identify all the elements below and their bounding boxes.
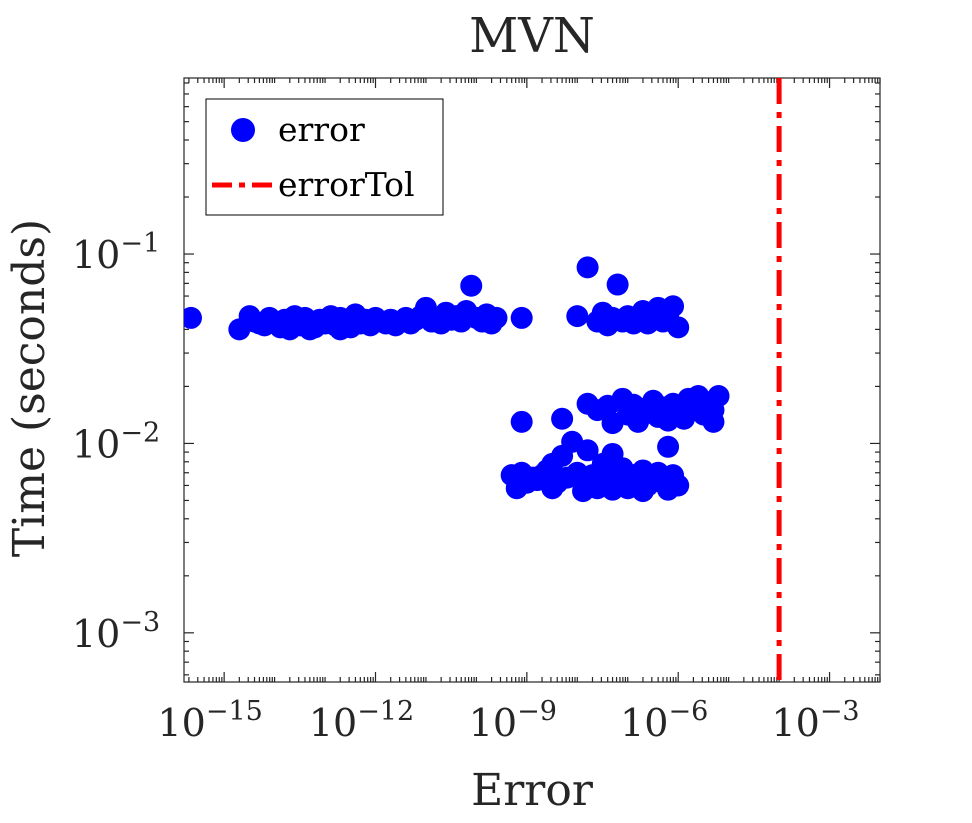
data-point	[702, 399, 725, 422]
y-tick-label: 10−1	[72, 228, 160, 277]
data-point	[657, 435, 680, 458]
x-tick-label: 10−6	[620, 696, 708, 745]
x-tick-labels: 10−15 10−12 10−9 10−6 10−3	[157, 696, 859, 745]
error-series	[184, 256, 730, 503]
data-point	[329, 318, 352, 341]
data-point	[601, 478, 624, 501]
data-point	[460, 274, 483, 297]
legend-label-error: error	[278, 110, 365, 149]
x-tick-label: 10−3	[771, 696, 859, 745]
data-point	[184, 306, 202, 329]
x-tick-label: 10−9	[469, 696, 557, 745]
data-point	[572, 480, 595, 503]
data-point	[631, 480, 654, 503]
data-point	[576, 439, 599, 462]
data-point	[657, 478, 680, 501]
data-point	[298, 318, 321, 341]
data-point	[510, 410, 533, 433]
data-point	[576, 256, 599, 279]
y-axis-label: Time (seconds)	[4, 219, 55, 557]
legend-marker-error	[231, 118, 255, 142]
legend-label-errortol: errorTol	[278, 165, 415, 204]
chart-title: MVN	[469, 8, 595, 64]
legend: error errorTol	[205, 98, 444, 216]
data-point	[606, 273, 629, 296]
x-tick-label: 10−12	[309, 696, 414, 745]
data-point	[662, 295, 685, 318]
data-point	[510, 306, 533, 329]
x-tick-label: 10−15	[157, 696, 262, 745]
y-tick-label: 10−2	[72, 417, 160, 466]
data-point	[551, 407, 574, 430]
data-point	[278, 318, 301, 341]
data-point	[667, 316, 690, 339]
axis-ticks	[184, 78, 881, 682]
data-point	[541, 477, 564, 500]
data-point	[566, 305, 589, 328]
x-axis-label: Error	[471, 765, 594, 816]
y-tick-labels: 10−3 10−2 10−1	[72, 228, 160, 656]
plot-area	[183, 77, 881, 683]
data-point	[485, 306, 508, 329]
y-tick-label: 10−3	[72, 607, 160, 656]
